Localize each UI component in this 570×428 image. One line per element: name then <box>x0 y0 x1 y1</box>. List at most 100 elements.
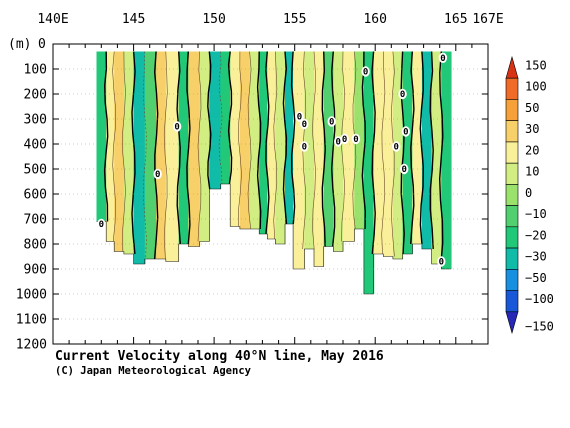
colorbar-label-8: −20 <box>525 228 547 242</box>
colorbar-swatch-8 <box>505 226 519 249</box>
contour-line-19 <box>282 51 288 225</box>
contour-line-28 <box>371 51 376 255</box>
contour-line-7 <box>163 51 168 260</box>
contour-line-6 <box>153 51 159 260</box>
velocity-band-17 <box>267 51 276 239</box>
contour-line-34 <box>429 51 434 250</box>
colorbar-label-2: 50 <box>525 101 539 115</box>
zero-label-1: 0 <box>155 170 160 180</box>
velocity-band-11 <box>209 51 222 189</box>
contour-line-30 <box>390 51 395 257</box>
velocity-band-1 <box>106 51 115 242</box>
velocity-band-29 <box>383 51 394 257</box>
zero-label-7: 0 <box>335 138 340 148</box>
colorbar-swatch-6 <box>505 184 519 206</box>
zero-label-bg-16 <box>437 256 446 267</box>
zero-label-6: 0 <box>329 118 334 128</box>
contour-line-4 <box>131 51 136 255</box>
contour-line-27 <box>361 51 367 230</box>
zero-label-bg-7 <box>334 136 343 147</box>
x-tick-label-1: 145 <box>122 12 145 27</box>
y-tick-label-400: 400 <box>24 138 47 153</box>
zero-label-15: 0 <box>440 54 445 64</box>
zero-label-0: 0 <box>99 220 104 230</box>
contour-line-15 <box>247 51 252 230</box>
zero-label-2: 0 <box>174 123 179 133</box>
zero-label-bg-6 <box>327 116 336 127</box>
zero-label-bg-14 <box>401 126 410 137</box>
contour-line-5 <box>142 51 147 260</box>
contour-line-11 <box>207 51 212 190</box>
x-axis: 140E 145 150 155 160 165 167E <box>37 12 504 344</box>
zero-label-bg-2 <box>172 121 182 132</box>
contour-line-14 <box>238 51 242 227</box>
zero-label-12: 0 <box>400 90 405 100</box>
velocity-band-9 <box>188 51 201 247</box>
x-tick-label-6: 167E <box>472 12 503 27</box>
velocity-band-25 <box>343 51 355 242</box>
velocity-band-21 <box>304 51 315 249</box>
velocity-band-34 <box>431 51 442 264</box>
contour-line-10 <box>197 51 202 242</box>
contour-lines <box>96 51 451 295</box>
colorbar-label-9: −30 <box>525 250 547 264</box>
y-axis: 100 200 300 400 500 600 700 800 900 1000 1100 1200 0 <box>16 37 488 353</box>
zero-label-8: 0 <box>342 135 347 145</box>
zero-label-9: 0 <box>353 135 358 145</box>
contour-line-9 <box>186 51 191 245</box>
velocity-band-13 <box>230 51 241 227</box>
zero-label-bg-10 <box>361 66 370 77</box>
velocity-band-19 <box>285 51 294 224</box>
colorbar-swatch-4 <box>505 141 519 164</box>
y-tick-label-700: 700 <box>24 213 47 228</box>
contour-line-23 <box>321 51 327 247</box>
contour-line-20 <box>290 51 296 225</box>
velocity-band-8 <box>178 51 189 244</box>
contour-line-35 <box>438 51 444 265</box>
colorbar-swatch-1 <box>505 77 519 100</box>
velocity-band-6 <box>156 51 167 259</box>
chart-title: Current Velocity along 40°N line, May 20… <box>55 349 384 364</box>
velocity-band-12 <box>220 51 231 184</box>
colorbar-label-11: −100 <box>525 292 554 306</box>
zero-label-10: 0 <box>363 68 368 78</box>
velocity-band-16 <box>259 51 268 234</box>
zero-label-14: 0 <box>403 128 408 138</box>
y-tick-label-600: 600 <box>24 188 47 203</box>
zero-label-3: 0 <box>297 113 302 123</box>
y-tick-label-1100: 1100 <box>16 313 47 328</box>
colorbar-label-6: 0 <box>525 186 532 200</box>
zero-label-bg-3 <box>295 111 304 122</box>
zero-label-bg-12 <box>398 88 407 100</box>
velocity-band-35 <box>441 51 452 269</box>
colorbar-swatch-2 <box>505 99 519 121</box>
zero-label-bg-15 <box>438 52 448 63</box>
contour-line-29 <box>381 51 386 255</box>
velocity-band-32 <box>412 51 423 244</box>
grid-lines <box>53 68 488 320</box>
colorbar-label-4: 20 <box>525 143 539 157</box>
y-axis-unit: (m) <box>8 37 31 52</box>
y-tick-label-800: 800 <box>24 238 47 253</box>
x-tick-label-5: 165 <box>444 12 467 27</box>
colorbar-swatch-3 <box>505 120 519 143</box>
contour-line-18 <box>273 51 278 240</box>
velocity-band-4 <box>133 51 146 264</box>
contour-line-8 <box>176 51 181 245</box>
velocity-band-30 <box>392 51 404 259</box>
colorbar-swatch-12 <box>505 311 519 335</box>
colorbar-swatch-9 <box>505 247 519 270</box>
zero-label-5: 0 <box>302 143 307 153</box>
velocity-band-10 <box>199 51 210 242</box>
velocity-band-24 <box>333 51 344 252</box>
y-tick-label-300: 300 <box>24 113 47 128</box>
velocity-band-7 <box>165 51 180 262</box>
velocity-band-31 <box>402 51 413 254</box>
velocity-band-23 <box>323 51 334 247</box>
section-bottom-outline <box>96 183 451 295</box>
zero-label-13: 0 <box>401 165 406 175</box>
velocity-band-2 <box>114 51 125 252</box>
zero-label-bg-5 <box>300 141 309 152</box>
